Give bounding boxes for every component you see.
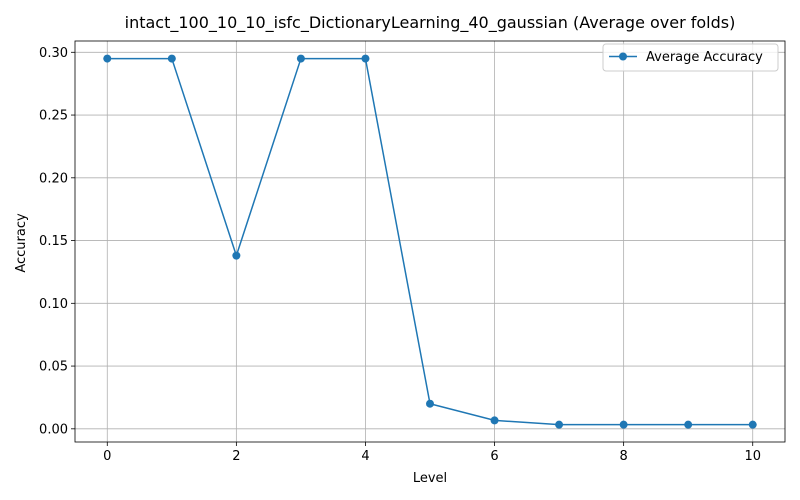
y-axis-label: Accuracy <box>14 213 29 273</box>
x-axis-label: Level <box>413 471 447 486</box>
axes <box>74 40 786 443</box>
grid <box>75 41 785 442</box>
legend: Average Accuracy <box>602 43 779 72</box>
data-point <box>555 420 564 429</box>
y-tick-label: 0.15 <box>39 234 68 249</box>
y-tick-label: 0.30 <box>39 46 68 61</box>
data-point <box>232 251 241 260</box>
x-tick-label: 10 <box>744 449 761 464</box>
data-point <box>426 399 434 408</box>
series-layer <box>103 54 757 429</box>
y-tick-label: 0.20 <box>39 171 68 186</box>
y-tick-label: 0.00 <box>39 422 68 437</box>
data-point <box>490 416 499 425</box>
data-point <box>361 54 370 63</box>
chart-title: intact_100_10_10_isfc_DictionaryLearning… <box>125 13 736 33</box>
x-tick-label: 4 <box>361 449 369 464</box>
y-tick-label: 0.05 <box>39 360 68 375</box>
plot-frame <box>74 40 786 443</box>
data-point <box>684 420 693 429</box>
data-point <box>619 420 628 429</box>
y-tick-label: 0.10 <box>39 297 68 312</box>
legend-marker <box>619 52 627 61</box>
legend-label: Average Accuracy <box>646 50 763 65</box>
x-tick-label: 0 <box>103 449 111 464</box>
x-tick-label: 8 <box>619 449 627 464</box>
data-point <box>748 420 757 429</box>
data-point <box>167 54 176 63</box>
x-tick-label: 6 <box>490 449 498 464</box>
data-point <box>103 54 112 63</box>
ticks: 0 2 4 6 8 10 0.00 0.05 0.10 0.15 0.20 0.25 0.30 <box>39 46 761 464</box>
legend-box <box>602 43 779 72</box>
x-tick-label: 2 <box>232 449 240 464</box>
y-tick-label: 0.25 <box>39 109 68 124</box>
series-line <box>107 57 753 426</box>
data-point <box>296 54 305 63</box>
